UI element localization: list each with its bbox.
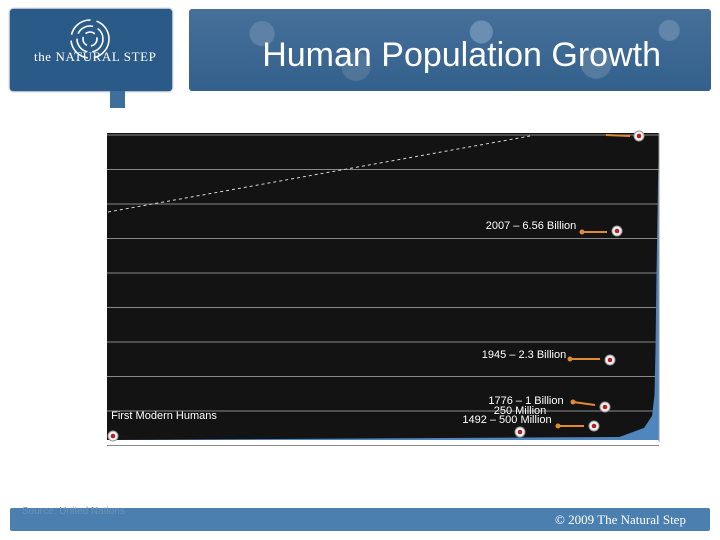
annotation-arrow (572, 401, 596, 406)
accent-square (110, 91, 125, 108)
footer-band (10, 508, 710, 531)
annotation-arrow-tail (567, 356, 573, 362)
annotation-label: First Modern Humans (111, 410, 217, 422)
annotation-marker-core (591, 423, 597, 429)
chart-annotations: 2007 – 6.56 Billion 1945 – 2.3 Billion 177… (107, 130, 645, 442)
annotation-marker-core (607, 357, 613, 363)
annotation-arrow-tail (579, 229, 585, 235)
annotation-marker-core (517, 429, 523, 435)
copyright: © 2009 The Natural Step (555, 512, 686, 527)
annotation-label: 1492 – 500 Million (462, 414, 551, 426)
slide-title: Human Population Growth (262, 36, 661, 74)
annotation-label: 1776 – 1 Billion (488, 395, 563, 407)
annotation-label: 1945 – 2.3 Billion (482, 349, 566, 361)
chart-background (107, 133, 659, 440)
spiral-logo-icon (70, 19, 110, 59)
annotation-marker-core (636, 133, 642, 139)
annotation-marker-core (602, 404, 608, 410)
annotation-arrow-tail (570, 399, 576, 405)
annotation-marker-core (110, 433, 116, 439)
header-band (189, 9, 711, 91)
annotation-label: 250 Million (494, 405, 547, 417)
chart-grid (107, 134, 659, 446)
source-note: Source: United Nations (22, 506, 125, 517)
annotation-arrow (605, 134, 631, 137)
annotation-arrow-tail (555, 423, 561, 429)
annotation-label: 2007 – 6.56 Billion (486, 220, 577, 232)
annotation-marker-core (614, 228, 620, 234)
logo: the NATURAL STEP (10, 9, 172, 91)
logo-text: the NATURAL STEP (34, 49, 157, 64)
